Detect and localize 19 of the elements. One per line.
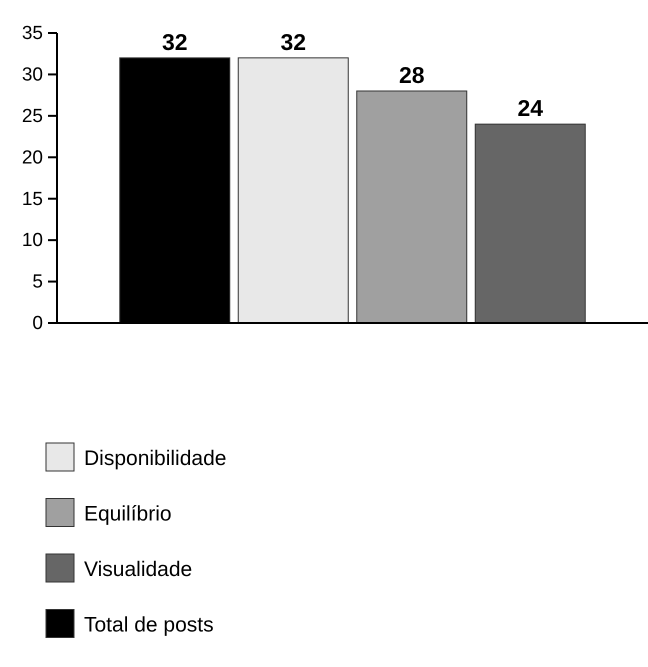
y-tick-label: 10 <box>22 230 43 252</box>
y-tick-label: 20 <box>22 147 43 168</box>
y-tick-label: 25 <box>22 106 43 127</box>
y-tick-label: 5 <box>32 272 43 293</box>
y-tick-label: 35 <box>22 23 43 44</box>
y-tick-label: 15 <box>22 188 43 210</box>
bar <box>238 57 349 324</box>
y-tick-label: 30 <box>22 64 43 86</box>
data-label: 32 <box>280 28 306 55</box>
data-label: 24 <box>517 95 544 122</box>
legend-label: Visualidade <box>84 558 192 581</box>
legend-label: Disponibilidade <box>84 447 226 470</box>
data-label: 32 <box>162 28 188 55</box>
bar <box>356 90 468 324</box>
bar <box>474 124 586 324</box>
data-label: 28 <box>398 62 425 88</box>
legend-label: Total de posts <box>84 614 214 636</box>
y-tick-label: 0 <box>32 313 43 334</box>
legend-label: Equilíbrio <box>84 502 172 526</box>
